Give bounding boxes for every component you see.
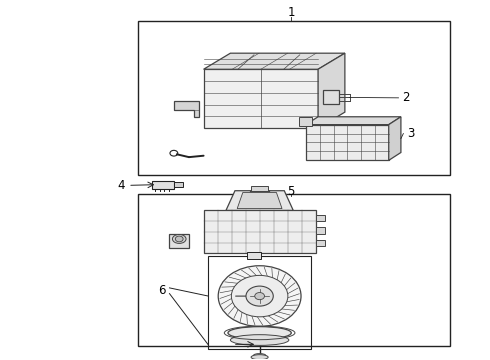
Text: 3: 3	[407, 127, 415, 140]
Bar	[138, 21, 450, 175]
Bar	[246, 252, 261, 258]
Bar	[170, 234, 189, 248]
Polygon shape	[174, 102, 199, 117]
Text: 2: 2	[402, 91, 410, 104]
Circle shape	[175, 236, 183, 242]
Ellipse shape	[230, 335, 289, 345]
Ellipse shape	[253, 354, 266, 357]
Circle shape	[231, 275, 288, 317]
Bar	[316, 240, 325, 246]
Bar	[316, 215, 325, 221]
Bar	[174, 182, 183, 187]
Bar	[306, 125, 389, 160]
Polygon shape	[203, 53, 345, 69]
Polygon shape	[318, 53, 345, 128]
Polygon shape	[226, 191, 293, 210]
Text: 5: 5	[288, 185, 295, 198]
Ellipse shape	[251, 355, 268, 360]
Ellipse shape	[172, 234, 186, 243]
Bar	[203, 210, 316, 253]
Bar	[138, 194, 450, 346]
Bar	[323, 90, 339, 104]
Polygon shape	[389, 117, 401, 160]
Circle shape	[246, 286, 273, 306]
Polygon shape	[306, 117, 401, 125]
Ellipse shape	[228, 327, 291, 339]
Bar	[316, 227, 325, 234]
Bar	[208, 256, 311, 348]
Circle shape	[255, 293, 265, 300]
Bar	[152, 181, 174, 189]
Bar	[251, 186, 269, 191]
Polygon shape	[237, 193, 282, 208]
Text: 4: 4	[117, 179, 124, 192]
Text: 6: 6	[158, 284, 166, 297]
Bar	[298, 117, 312, 126]
Circle shape	[218, 266, 301, 327]
Text: 1: 1	[288, 6, 295, 19]
Bar	[203, 69, 318, 128]
